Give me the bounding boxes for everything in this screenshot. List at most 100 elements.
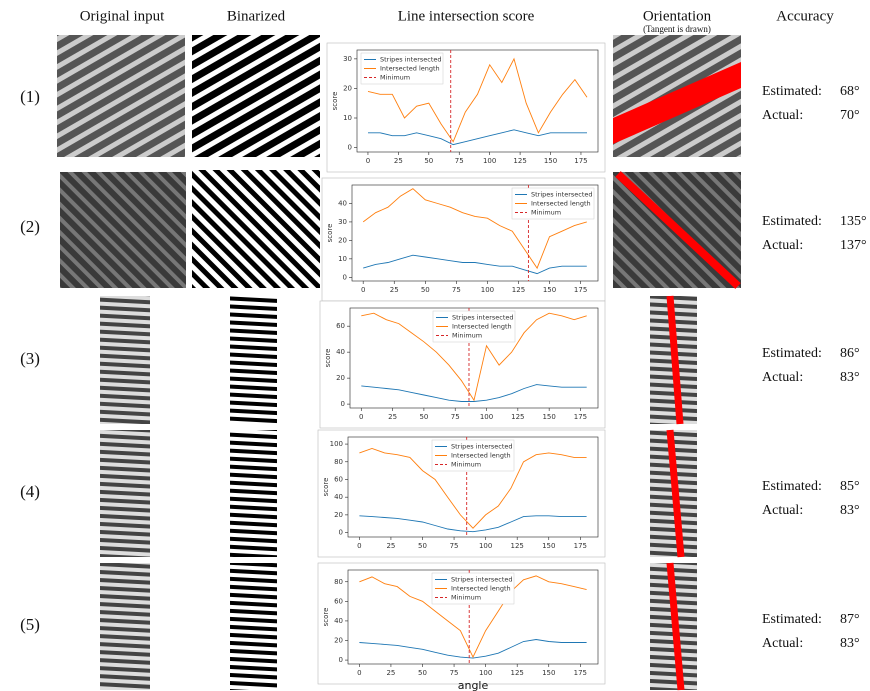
y-tick-label: 60 (334, 597, 343, 605)
y-tick-label: 20 (334, 637, 343, 645)
header: Line intersection score (398, 8, 535, 24)
tangent (666, 429, 685, 558)
y-tick-label: 20 (343, 84, 352, 92)
binarized-image (230, 430, 277, 557)
y-axis-label: score (331, 92, 339, 111)
x-tick-label: 50 (421, 286, 430, 294)
x-tick-label: 75 (455, 157, 464, 165)
chart: 0 20 40 60 0 25 50 75 100 125 150 175 score Stripes i… (319, 300, 606, 429)
y-tick-label: 60 (336, 322, 345, 330)
x-tick-label: 100 (479, 669, 492, 677)
binarized-image (192, 35, 320, 157)
x-tick-label: 100 (480, 413, 493, 421)
estimated-label: Estimated: (762, 346, 822, 361)
legend-label: Stripes intersected (452, 314, 514, 322)
legend-label: Stripes intersected (451, 576, 513, 584)
x-tick-label: 25 (386, 542, 395, 550)
plot-frame (347, 436, 599, 538)
y-tick-label: 40 (334, 617, 343, 625)
y-tick-label: 0 (348, 144, 352, 152)
input-image (100, 563, 150, 690)
legend-label: Stripes intersected (451, 443, 513, 451)
x-tick-label: 175 (574, 286, 587, 294)
x-tick-label: 25 (388, 413, 397, 421)
binarized-image (230, 563, 277, 690)
series-line (362, 188, 587, 270)
legend-label: Minimum (451, 594, 481, 602)
x-tick-label: 0 (366, 157, 370, 165)
row-label: (2) (20, 217, 40, 236)
plot-frame (347, 569, 599, 665)
y-axis-label: score (326, 224, 334, 243)
y-tick-label: 100 (330, 440, 343, 448)
binarized-image (230, 296, 277, 424)
actual-value: 83° (840, 370, 860, 385)
x-tick-label: 175 (574, 542, 587, 550)
y-axis-label: score (322, 478, 330, 497)
x-tick-label: 0 (357, 542, 361, 550)
x-axis-label: angle (458, 679, 489, 691)
x-tick-label: 50 (424, 157, 433, 165)
y-axis-label: score (324, 349, 332, 368)
estimated-label: Estimated: (762, 612, 822, 627)
x-tick-label: 100 (481, 286, 494, 294)
y-tick-label: 0 (339, 656, 343, 664)
header: Binarized (227, 8, 286, 24)
actual-label: Actual: (762, 503, 803, 518)
series-line (359, 515, 587, 533)
x-tick-label: 75 (451, 413, 460, 421)
x-tick-label: 125 (511, 542, 524, 550)
x-tick-label: 150 (544, 157, 557, 165)
estimated-value: 86° (840, 346, 860, 361)
x-tick-label: 175 (574, 669, 587, 677)
y-tick-label: 60 (334, 475, 343, 483)
x-tick-label: 0 (357, 669, 361, 677)
y-tick-label: 30 (338, 218, 347, 226)
input-image (60, 172, 186, 288)
tangent (613, 62, 741, 144)
header: Orientation (643, 8, 712, 24)
header: Accuracy (776, 8, 834, 24)
x-tick-label: 150 (542, 413, 555, 421)
row-label: (3) (20, 349, 40, 368)
chart: 0 20 40 60 80 0 25 50 75 100 125 150 175 score angle St… (317, 562, 606, 691)
x-tick-label: 100 (483, 157, 496, 165)
legend-label: Minimum (380, 74, 410, 82)
x-tick-label: 25 (390, 286, 399, 294)
plot-frame (356, 49, 599, 153)
y-tick-label: 0 (341, 400, 345, 408)
tangent (615, 171, 741, 289)
series-line (363, 254, 587, 275)
actual-value: 83° (840, 636, 860, 651)
estimated-value: 135° (840, 214, 867, 229)
x-tick-label: 25 (386, 669, 395, 677)
x-tick-label: 125 (511, 669, 524, 677)
y-tick-label: 0 (339, 529, 343, 537)
x-tick-label: 75 (450, 669, 459, 677)
estimated-value: 68° (840, 84, 860, 99)
x-tick-label: 0 (359, 413, 363, 421)
estimated-label: Estimated: (762, 479, 822, 494)
y-tick-label: 30 (343, 55, 352, 63)
y-axis-label: score (322, 608, 330, 627)
y-tick-label: 80 (334, 578, 343, 586)
series-line (359, 575, 587, 659)
x-tick-label: 175 (574, 157, 587, 165)
estimated-label: Estimated: (762, 214, 822, 229)
y-tick-label: 80 (334, 458, 343, 466)
x-tick-label: 125 (513, 157, 526, 165)
y-tick-label: 40 (334, 493, 343, 501)
actual-label: Actual: (762, 238, 803, 253)
series-line (368, 129, 587, 146)
legend-label: Stripes intersected (531, 191, 593, 199)
x-tick-label: 175 (574, 413, 587, 421)
estimated-label: Estimated: (762, 84, 822, 99)
actual-label: Actual: (762, 636, 803, 651)
input-image (100, 296, 150, 424)
x-tick-label: 50 (419, 413, 428, 421)
y-tick-label: 20 (336, 374, 345, 382)
legend-label: Intersected length (380, 65, 440, 73)
legend-label: Intersected length (452, 323, 512, 331)
header-note: (Tangent is drawn) (643, 24, 711, 34)
